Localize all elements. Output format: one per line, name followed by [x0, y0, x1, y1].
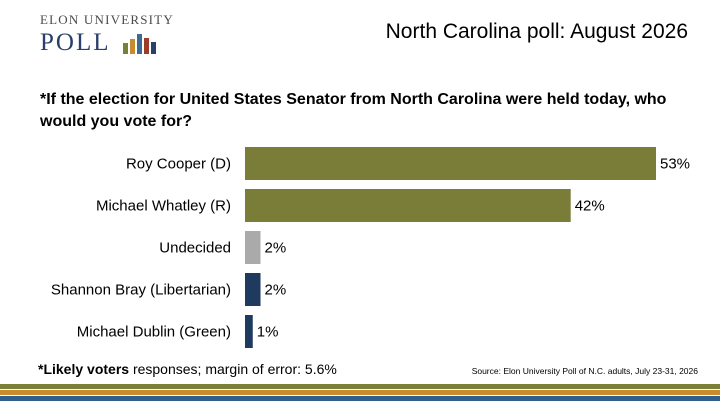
page-title: North Carolina poll: August 2026 [385, 20, 688, 43]
bar [245, 273, 261, 306]
category-label: Roy Cooper (D) [126, 156, 231, 173]
logo-bars-icon [123, 34, 156, 54]
category-label: Michael Dublin (Green) [77, 324, 231, 341]
logo-bar [144, 38, 149, 54]
logo-bottom-text: POLL [40, 29, 111, 56]
value-label: 42% [575, 198, 605, 215]
footnote: *Likely voters responses; margin of erro… [38, 361, 337, 377]
bar-chart: Roy Cooper (D) 53% Michael Whatley (R) 42% U… [51, 147, 690, 348]
poll-question: *If the election for United States Senat… [40, 91, 667, 130]
bar [245, 315, 253, 348]
logo-bar [151, 42, 156, 54]
bar [245, 147, 656, 180]
footer-stripe [0, 390, 720, 395]
value-label: 53% [660, 156, 690, 173]
value-label: 1% [257, 324, 279, 341]
logo-bar [137, 34, 142, 54]
bar [245, 231, 261, 264]
category-label: Michael Whatley (R) [96, 198, 231, 215]
footer-stripes [0, 384, 720, 405]
elon-poll-logo: ELON UNIVERSITY POLL [40, 12, 180, 62]
logo-bar [130, 39, 135, 54]
logo-bar [123, 43, 128, 54]
value-label: 2% [265, 240, 287, 257]
category-label: Undecided [159, 240, 231, 257]
footnote-bold: *Likely voters [38, 361, 130, 377]
bar [245, 189, 571, 222]
footer-stripe [0, 384, 720, 389]
footer-stripe [0, 396, 720, 401]
footnote-rest: responses; margin of error: 5.6% [129, 361, 337, 377]
value-label: 2% [265, 282, 287, 299]
source-note: Source: Elon University Poll of N.C. adu… [471, 366, 698, 376]
category-label: Shannon Bray (Libertarian) [51, 282, 231, 299]
logo-top-text: ELON UNIVERSITY [40, 12, 174, 27]
